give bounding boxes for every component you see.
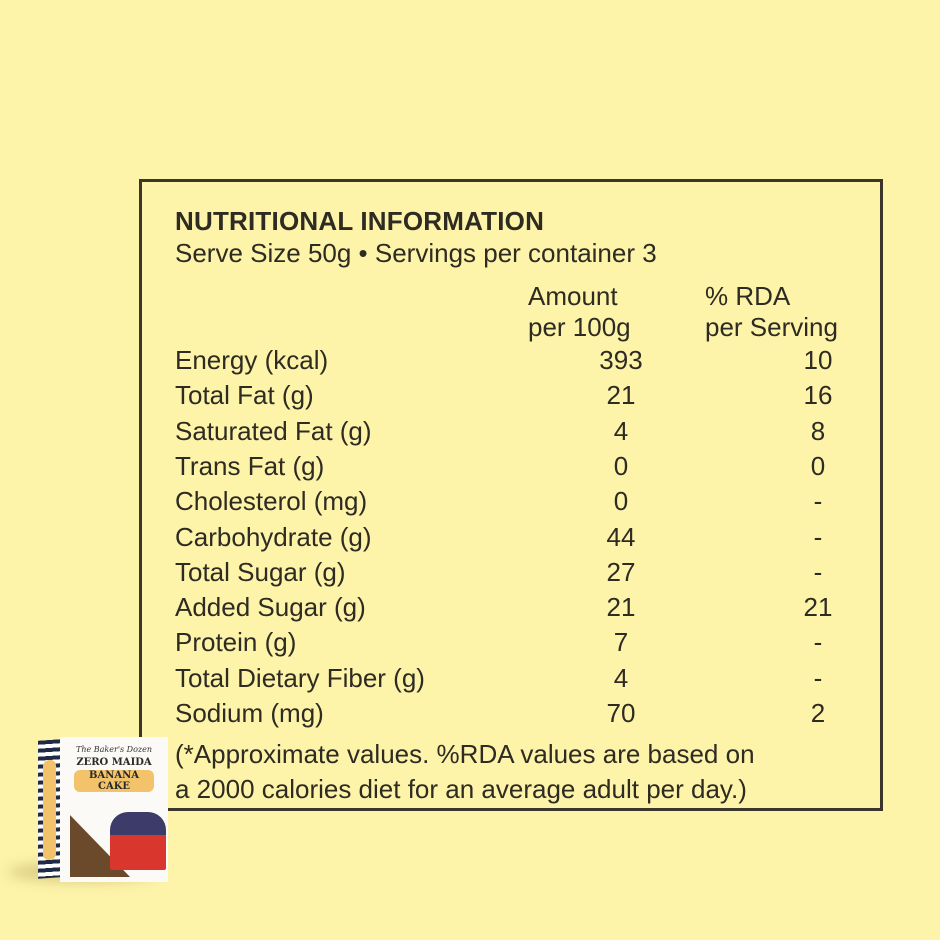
nutrient-row: Total Sugar (g) 27 -	[175, 557, 875, 592]
nutrient-label: Total Dietary Fiber (g)	[175, 662, 425, 693]
column-header-rda: % RDA per Serving	[705, 281, 838, 343]
nutrient-label: Added Sugar (g)	[175, 592, 366, 623]
amount-value: 70	[606, 698, 636, 728]
nutrient-row: Energy (kcal) 393 10	[175, 345, 875, 380]
footnote-line: (*Approximate values. %RDA values are ba…	[175, 739, 755, 769]
amount-value: 4	[613, 662, 629, 693]
players-image	[110, 812, 166, 870]
amount-value: 7	[613, 627, 629, 658]
amount-value: 44	[606, 521, 636, 552]
nutrient-row: Total Fat (g) 21 16	[175, 380, 875, 415]
rda-value: 0	[810, 450, 826, 481]
rda-value: 8	[810, 415, 826, 446]
nutrient-label: Trans Fat (g)	[175, 450, 325, 481]
nutrient-label: Total Fat (g)	[175, 380, 314, 411]
nutrient-label: Total Sugar (g)	[175, 556, 346, 587]
side-strip	[43, 759, 56, 861]
package-side	[38, 739, 60, 879]
rda-value: 21	[803, 592, 833, 623]
rda-value: 2	[810, 698, 826, 728]
rda-value: -	[813, 521, 823, 552]
nutrient-label: Carbohydrate (g)	[175, 521, 372, 552]
footnote-line: a 2000 calories diet for an average adul…	[175, 774, 747, 804]
header-line: % RDA	[705, 281, 791, 311]
rda-value: 10	[803, 345, 833, 375]
serving-info: Serve Size 50g • Servings per container …	[175, 238, 657, 268]
amount-value: 21	[606, 592, 636, 623]
nutrient-label: Saturated Fat (g)	[175, 415, 372, 446]
header-line: per Serving	[705, 312, 838, 342]
rda-value: -	[813, 556, 823, 587]
nutrition-panel: NUTRITIONAL INFORMATION Serve Size 50g •…	[139, 179, 883, 811]
nutrient-label: Sodium (mg)	[175, 698, 324, 728]
nutrient-label: Protein (g)	[175, 627, 297, 658]
amount-value: 27	[606, 556, 636, 587]
nutrient-row: Added Sugar (g) 21 21	[175, 592, 875, 627]
package-front: The Baker's Dozen ZERO MAIDA BANANA CAKE	[60, 737, 168, 882]
nutrient-row: Cholesterol (mg) 0 -	[175, 486, 875, 521]
panel-title: NUTRITIONAL INFORMATION	[175, 206, 545, 236]
product-package-image: The Baker's Dozen ZERO MAIDA BANANA CAKE	[8, 732, 168, 882]
footnote: (*Approximate values. %RDA values are ba…	[175, 737, 875, 807]
nutrient-row: Sodium (mg) 70 2	[175, 698, 875, 733]
amount-value: 0	[613, 486, 629, 517]
nutrient-label: Energy (kcal)	[175, 345, 329, 375]
nutrient-row: Protein (g) 7 -	[175, 627, 875, 662]
rda-value: -	[813, 486, 823, 517]
nutrient-row: Saturated Fat (g) 4 8	[175, 416, 875, 451]
nutrient-row: Trans Fat (g) 0 0	[175, 451, 875, 486]
amount-value: 4	[613, 415, 629, 446]
nutrient-row: Carbohydrate (g) 44 -	[175, 522, 875, 557]
brand-logo: The Baker's Dozen	[76, 745, 152, 754]
header-line: Amount	[528, 281, 618, 311]
amount-value: 0	[613, 450, 629, 481]
amount-value: 393	[599, 345, 643, 375]
rda-value: -	[813, 662, 823, 693]
rda-value: 16	[803, 380, 833, 411]
product-name-line2: BANANA CAKE	[74, 770, 154, 792]
nutrient-label: Cholesterol (mg)	[175, 486, 368, 517]
nutrient-row: Total Dietary Fiber (g) 4 -	[175, 663, 875, 698]
header-line: per 100g	[528, 312, 631, 342]
product-name-line1: ZERO MAIDA	[76, 757, 152, 768]
rda-value: -	[813, 627, 823, 658]
amount-value: 21	[606, 380, 636, 411]
column-header-amount: Amount per 100g	[528, 281, 631, 343]
